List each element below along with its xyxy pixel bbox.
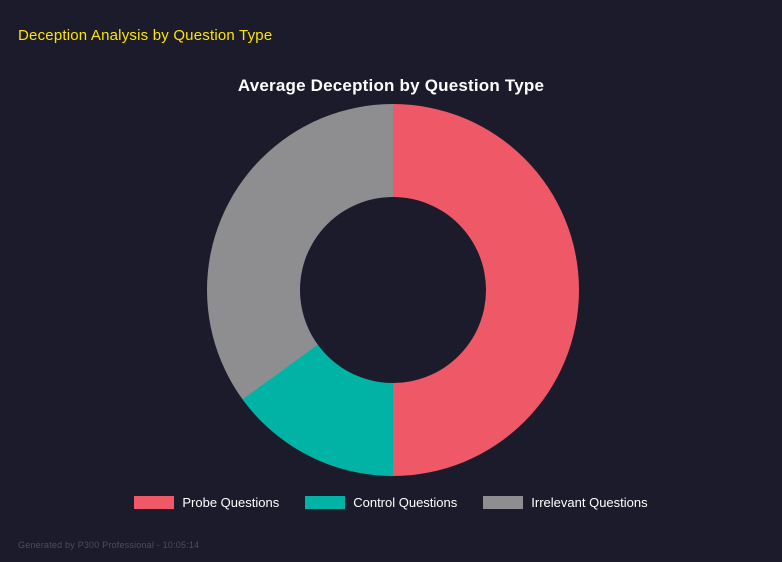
page-title: Deception Analysis by Question Type xyxy=(18,27,273,44)
legend-swatch-irrelevant-questions xyxy=(483,496,524,509)
legend-item-probe-questions[interactable]: Probe Questions xyxy=(134,495,279,510)
chart-area: Average Deception by Question Type Probe… xyxy=(0,70,782,520)
legend-label-probe-questions: Probe Questions xyxy=(182,495,280,510)
chart-legend: Probe Questions Control Questions Irrele… xyxy=(0,495,782,510)
legend-item-irrelevant-questions[interactable]: Irrelevant Questions xyxy=(483,495,648,510)
legend-item-control-questions[interactable]: Control Questions xyxy=(305,495,457,510)
legend-label-irrelevant-questions: Irrelevant Questions xyxy=(531,495,648,510)
footer-text: Generated by P300 Professional - 10:05:1… xyxy=(18,540,200,550)
legend-swatch-probe-questions xyxy=(134,496,175,509)
legend-swatch-control-questions xyxy=(305,496,346,509)
donut-chart[interactable] xyxy=(207,104,579,476)
legend-label-control-questions: Control Questions xyxy=(353,495,458,510)
chart-title: Average Deception by Question Type xyxy=(237,76,545,95)
donut-hole xyxy=(300,197,486,383)
